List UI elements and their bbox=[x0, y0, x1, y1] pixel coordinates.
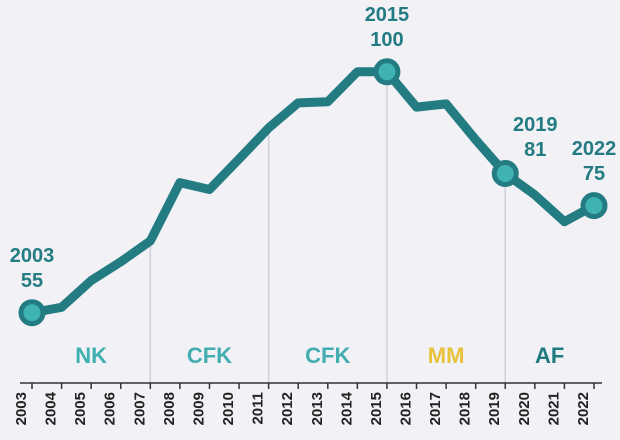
x-tick-label: 2009 bbox=[190, 392, 207, 425]
point-marker bbox=[373, 58, 401, 86]
x-tick-label: 2018 bbox=[457, 392, 474, 425]
period-label: CFK bbox=[187, 343, 232, 368]
annotation-value: 81 bbox=[524, 139, 546, 161]
x-tick-label: 2014 bbox=[338, 391, 355, 425]
annotation-value: 55 bbox=[21, 270, 43, 292]
annotation-year: 2022 bbox=[572, 138, 617, 160]
x-tick-label: 2008 bbox=[161, 392, 178, 425]
x-tick-label: 2013 bbox=[309, 392, 326, 425]
annotation-year: 2019 bbox=[513, 114, 558, 136]
period-label: CFK bbox=[305, 343, 350, 368]
x-tick-label: 2022 bbox=[575, 392, 592, 425]
x-tick-label: 2012 bbox=[279, 392, 296, 425]
line bbox=[27, 67, 599, 318]
x-tick-label: 2021 bbox=[545, 392, 562, 425]
point-marker bbox=[18, 299, 46, 327]
annotation-value: 75 bbox=[583, 163, 605, 185]
x-tick-label: 2016 bbox=[397, 392, 414, 425]
x-tick-label: 2019 bbox=[486, 392, 503, 425]
period-label: AF bbox=[535, 343, 564, 368]
x-tick-label: 2006 bbox=[102, 392, 119, 425]
x-tick-label: 2010 bbox=[220, 392, 237, 425]
x-tick-label: 2004 bbox=[43, 391, 60, 425]
point-marker bbox=[491, 159, 519, 187]
period-label: NK bbox=[75, 343, 107, 368]
x-tick-label: 2007 bbox=[131, 392, 148, 425]
annotation-year: 2015 bbox=[365, 4, 410, 26]
x-tick-label: 2005 bbox=[72, 392, 89, 425]
annotation-value: 100 bbox=[370, 29, 403, 51]
x-tick-label: 2015 bbox=[368, 392, 385, 425]
x-tick-label: 2020 bbox=[516, 392, 533, 425]
x-tick-label: 2011 bbox=[250, 392, 267, 425]
point-marker bbox=[580, 192, 608, 220]
period-label: MM bbox=[428, 343, 465, 368]
x-tick-label: 2003 bbox=[13, 392, 30, 425]
x-tick-label: 2017 bbox=[427, 392, 444, 425]
annotation-year: 2003 bbox=[10, 245, 55, 267]
